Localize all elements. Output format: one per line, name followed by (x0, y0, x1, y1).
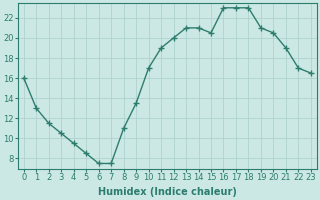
X-axis label: Humidex (Indice chaleur): Humidex (Indice chaleur) (98, 187, 237, 197)
